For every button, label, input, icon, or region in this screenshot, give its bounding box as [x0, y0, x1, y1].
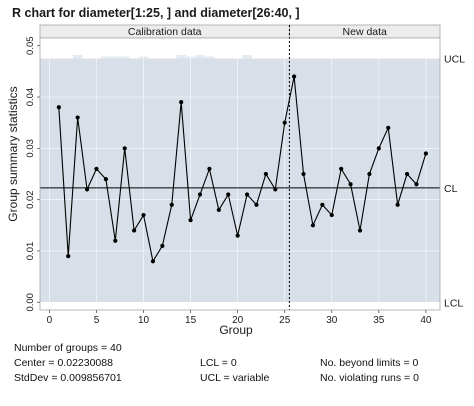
x-tick-label-7: 35 — [373, 315, 385, 326]
data-point-4 — [84, 187, 90, 192]
cl-label: CL — [444, 183, 458, 195]
data-point-11 — [150, 259, 156, 264]
x-tick-label-1: 5 — [94, 315, 100, 326]
data-point-35 — [376, 146, 381, 151]
data-point-17 — [207, 166, 212, 171]
data-point-32 — [348, 182, 353, 187]
data-point-24 — [273, 187, 278, 192]
section-label-calibration: Calibration data — [128, 26, 202, 38]
data-point-20 — [235, 233, 240, 238]
x-axis-label: Group — [219, 323, 253, 337]
data-point-1 — [56, 105, 61, 110]
data-point-30 — [329, 212, 334, 218]
data-point-29 — [320, 202, 325, 207]
data-point-39 — [414, 182, 419, 187]
data-point-14 — [179, 100, 184, 105]
data-point-19 — [226, 192, 231, 197]
data-point-18 — [216, 207, 221, 213]
stat-ucl: UCL = variable — [200, 372, 270, 384]
data-point-5 — [94, 166, 99, 171]
summary-statistics: Number of groups = 40 Center = 0.0223008… — [14, 342, 464, 402]
plot-frame — [39, 37, 441, 311]
data-point-12 — [160, 243, 165, 248]
data-point-13 — [169, 202, 174, 207]
data-point-10 — [141, 212, 146, 218]
data-point-25 — [282, 120, 287, 125]
control-limits-band — [40, 58, 440, 303]
data-point-8 — [122, 146, 127, 151]
ucl-step-7 — [110, 56, 120, 59]
x-tick-label-6: 30 — [326, 315, 338, 326]
section-label-new: New data — [343, 26, 388, 38]
data-point-7 — [113, 238, 118, 243]
x-tick-label-8: 40 — [420, 315, 432, 326]
data-point-40 — [423, 151, 428, 156]
data-point-28 — [310, 223, 316, 228]
y-axis-label: Group summary statistics — [6, 86, 20, 221]
data-point-31 — [339, 166, 344, 171]
ucl-step-21 — [242, 54, 252, 59]
data-line — [58, 76, 427, 263]
lcl-label: LCL — [444, 297, 463, 309]
data-point-37 — [395, 202, 400, 207]
ucl-label: UCL — [444, 54, 465, 66]
r-chart: R chart for diameter[1:25, ] and diamete… — [6, 6, 465, 337]
data-point-22 — [254, 202, 259, 207]
y-tick-label-3: 0.03 — [25, 139, 36, 158]
y-tick-label-2: 0.02 — [25, 190, 36, 209]
plot-area: Calibration data New data 0 5 10 15 20 25 30 35 40… — [25, 24, 465, 326]
data-point-34 — [367, 171, 372, 177]
data-point-9 — [132, 228, 137, 233]
data-point-26 — [292, 74, 297, 79]
data-point-36 — [386, 125, 391, 130]
data-point-6 — [103, 177, 108, 182]
data-point-33 — [357, 228, 363, 233]
ucl-step-16 — [195, 54, 205, 59]
data-point-27 — [301, 171, 306, 177]
data-point-23 — [263, 171, 268, 177]
stat-center: Center = 0.02230088 — [14, 357, 113, 369]
ucl-step-14 — [176, 54, 186, 59]
ucl-step-17 — [204, 56, 215, 59]
stat-stddev: StdDev = 0.009856701 — [14, 372, 122, 384]
y-tick-label-5: 0.05 — [25, 36, 36, 55]
data-point-38 — [404, 171, 410, 177]
y-tick-label-0: 0.00 — [25, 293, 36, 312]
y-tick-label-1: 0.01 — [25, 242, 36, 261]
data-point-2 — [66, 254, 71, 259]
data-point-16 — [197, 192, 203, 197]
ucl-step-3 — [72, 54, 83, 59]
x-tick-label-2: 10 — [138, 315, 150, 326]
stat-lcl: LCL = 0 — [200, 357, 237, 369]
chart-title: R chart for diameter[1:25, ] and diamete… — [12, 6, 300, 20]
x-tick-label-0: 0 — [47, 315, 53, 326]
stat-beyond-limits: No. beyond limits = 0 — [320, 357, 419, 369]
x-tick-label-5: 25 — [279, 315, 291, 326]
data-point-3 — [75, 115, 80, 120]
ucl-step-6 — [101, 56, 111, 59]
data-point-15 — [188, 218, 193, 223]
stat-violating-runs: No. violating runs = 0 — [320, 372, 419, 384]
x-tick-label-4: 20 — [232, 315, 244, 326]
ucl-step-8 — [120, 56, 130, 59]
stat-number-of-groups: Number of groups = 40 — [14, 342, 122, 354]
data-point-21 — [244, 192, 250, 197]
x-tick-label-3: 15 — [185, 315, 197, 326]
y-tick-label-4: 0.04 — [25, 88, 36, 107]
